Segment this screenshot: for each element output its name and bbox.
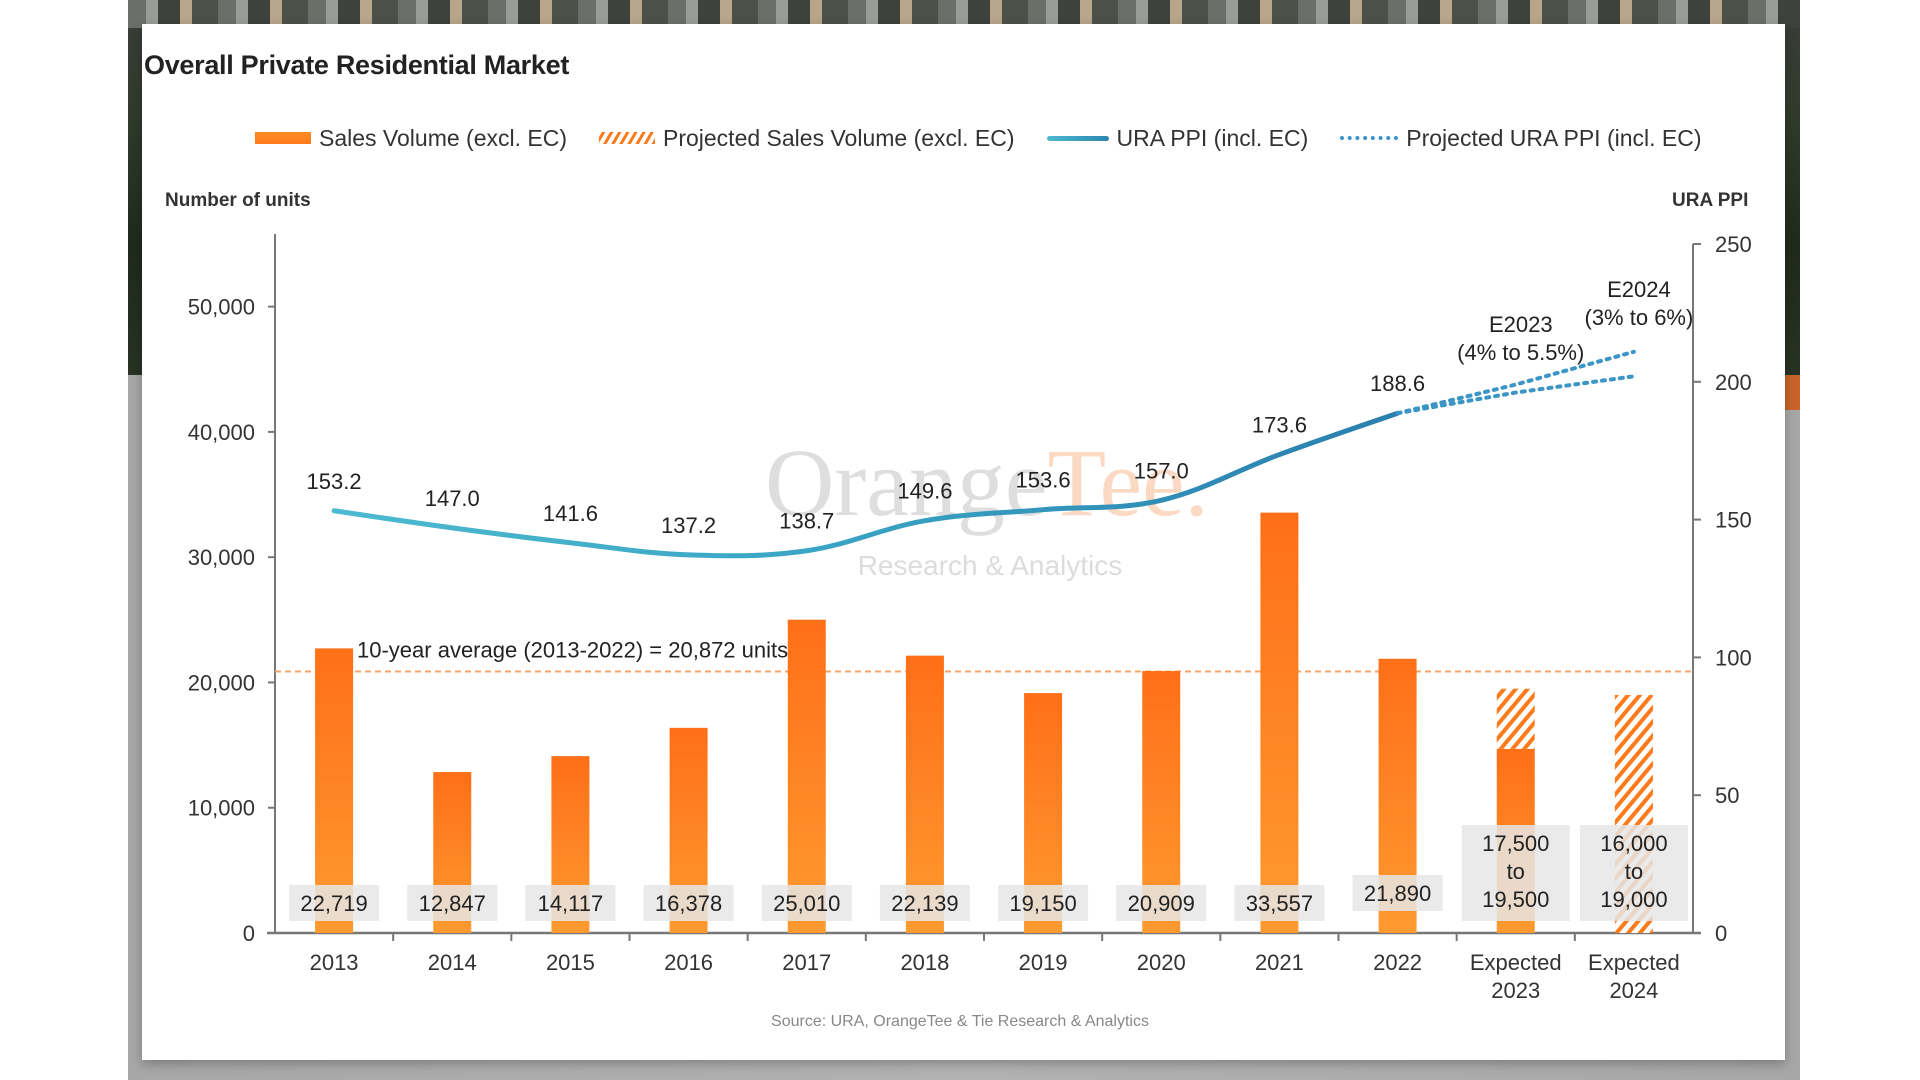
bar-value-label: 17,500 [1482,831,1549,856]
bar-value-label: 19,150 [1009,891,1076,916]
bar-value-label: 22,719 [300,891,367,916]
left-axis-tick-label: 40,000 [188,420,255,445]
bar-value-box [761,885,852,921]
ura-ppi-line [331,410,1401,559]
left-axis-tick-label: 50,000 [188,295,255,320]
legend-label: URA PPI (incl. EC) [1116,124,1309,151]
ura-ppi-value-label: 153.6 [1016,468,1071,493]
solid-bar-swatch-icon [255,132,311,144]
solid-line-swatch-icon [1046,135,1109,141]
ura-ppi-value-label: 188.6 [1370,371,1425,396]
bar-value-box [1461,825,1570,921]
average-label: 10-year average (2013-2022) = 20,872 uni… [357,638,788,663]
x-axis-category-label: 2020 [1137,950,1186,975]
background-skyline [128,0,1800,28]
watermark-brand: OrangeTee. [765,429,1209,536]
bar-value-box [998,885,1089,921]
sales-bar [787,619,826,933]
legend-item-ura-ppi: URA PPI (incl. EC) [1046,124,1309,152]
legend-label: Projected URA PPI (incl. EC) [1406,124,1702,151]
left-axis-tick-label: 0 [243,921,255,946]
x-axis-category-label: 2016 [664,950,713,975]
bar-value-label: 33,557 [1246,891,1313,916]
x-axis-category-label: 2017 [782,950,831,975]
projection-annotation-2023: E2023 [1489,312,1553,337]
hatched-bar-swatch-icon [598,132,655,144]
bar-value-box [1579,825,1688,921]
bar-value-label: 22,139 [891,891,958,916]
x-axis-category-label: 2014 [428,950,477,975]
bar-value-label: 16,378 [655,891,722,916]
x-axis-category-label: Expected [1470,950,1562,975]
bar-value-label: 20,909 [1128,891,1195,916]
projected-ppi-line-upper [1395,349,1636,416]
bar-value-box [407,885,498,921]
left-axis-tick-label: 30,000 [188,545,255,570]
ura-ppi-value-label: 149.6 [897,479,952,504]
projection-annotation-2024: (3% to 6%) [1585,305,1694,330]
ura-ppi-value-label: 138.7 [779,509,834,534]
legend-item-projected-ppi: Projected URA PPI (incl. EC) [1340,124,1702,152]
bar-value-label: 25,010 [773,891,840,916]
watermark: OrangeTee. Research & Analytics [765,429,1209,581]
legend-label: Sales Volume (excl. EC) [319,124,567,151]
x-axis-category-label: Expected [1588,950,1680,975]
x-axis-category-label: 2022 [1373,950,1422,975]
x-axis-category-label: 2021 [1255,950,1304,975]
bar-value-label: to [1625,859,1643,884]
x-axis-category-label: 2015 [546,950,595,975]
right-axis-title: URA PPI [1672,190,1749,211]
left-axis-tick-label: 10,000 [188,796,255,821]
ura-ppi-value-label: 147.0 [425,486,480,511]
x-axis-category-label: 2019 [1019,950,1068,975]
watermark-subtitle: Research & Analytics [858,550,1123,581]
ura-ppi-value-label: 153.2 [307,469,362,494]
bar-value-box [289,885,380,921]
ura-ppi-value-label: 157.0 [1134,458,1189,483]
bar-value-label: 12,847 [419,891,486,916]
bar-value-label: to [1507,859,1525,884]
bar-value-box [1352,875,1443,911]
bar-value-label: 21,890 [1364,881,1431,906]
ura-ppi-value-label: 173.6 [1252,413,1307,438]
x-axis-category-label: 2013 [310,950,359,975]
right-axis-tick-label: 250 [1715,232,1752,257]
dotted-line-swatch-icon [1340,136,1399,140]
legend-label: Projected Sales Volume (excl. EC) [662,124,1015,151]
sales-bar [1260,512,1299,933]
right-axis-tick-label: 100 [1715,645,1752,670]
x-axis-category-label: 2018 [900,950,949,975]
legend-item-projected-sales: Projected Sales Volume (excl. EC) [598,124,1015,152]
chart-legend: Sales Volume (excl. EC) Projected Sales … [255,123,1734,153]
bar-value-box [879,885,970,921]
projection-annotation-2023: (4% to 5.5%) [1457,340,1584,365]
background-accent [1785,375,1800,410]
bar-value-box [1234,885,1325,921]
bar-value-box [1116,885,1207,921]
chart-title: Overall Private Residential Market [144,50,570,80]
left-axis-title: Number of units [165,190,311,211]
bar-value-label: 19,000 [1600,887,1667,912]
bar-value-box [643,885,734,921]
left-axis-tick-label: 20,000 [188,670,255,695]
projected-sales-bar [1496,688,1535,749]
legend-item-sales-volume: Sales Volume (excl. EC) [255,125,567,152]
projection-annotation-2024: E2024 [1607,277,1671,302]
projected-ppi-line-lower [1395,374,1636,416]
right-axis-tick-label: 0 [1715,921,1727,946]
bar-value-label: 19,500 [1482,887,1549,912]
right-axis-tick-label: 150 [1715,508,1752,533]
x-axis-category-label: 2024 [1609,978,1658,1003]
right-axis-tick-label: 50 [1715,783,1739,808]
ura-ppi-value-label: 137.2 [661,513,716,538]
right-axis-tick-label: 200 [1715,370,1752,395]
x-axis-category-label: 2023 [1491,978,1540,1003]
bar-value-label: 14,117 [538,891,604,916]
bar-value-box [525,885,616,921]
source-note: Source: URA, OrangeTee & Tie Research & … [771,1013,1149,1030]
bar-value-label: 16,000 [1600,831,1667,856]
ura-ppi-value-label: 141.6 [543,501,598,526]
